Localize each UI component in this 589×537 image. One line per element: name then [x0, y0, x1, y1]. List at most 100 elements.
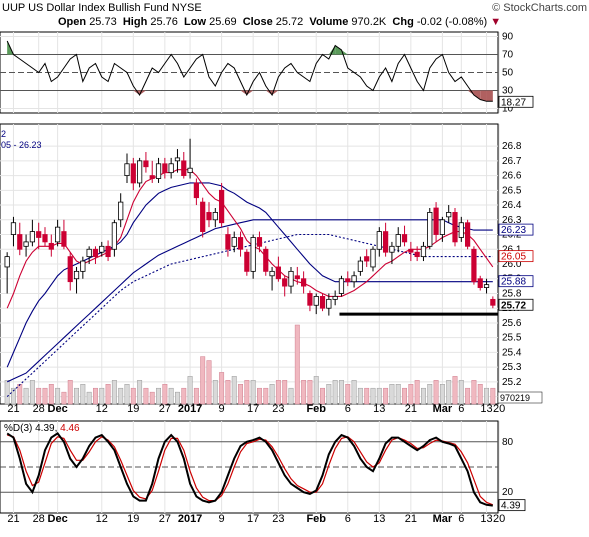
- candle-body: [244, 251, 250, 272]
- x-tick-label: 27: [159, 513, 171, 525]
- candle-body: [36, 231, 42, 238]
- candle-body: [219, 189, 225, 224]
- volume-bar: [250, 380, 256, 405]
- price-tag-label: 25.88: [501, 277, 526, 288]
- volume-bar: [4, 380, 10, 405]
- candle-body: [282, 278, 288, 287]
- volume-bar: [200, 356, 206, 405]
- x-tick-label: 13: [480, 513, 492, 525]
- candle-body: [187, 167, 193, 174]
- volume-bar: [294, 324, 300, 405]
- x-tick-label: 17: [247, 513, 259, 525]
- quote-bar: Open 25.73 High 25.76 Low 25.69 Close 25…: [58, 16, 502, 28]
- volume-bar: [80, 384, 86, 405]
- volume-bar: [357, 387, 363, 405]
- x-tick-label: 17: [247, 403, 259, 415]
- price-legend-2: 05 - 26.23: [1, 140, 42, 150]
- candle-body: [23, 241, 29, 247]
- candle-body: [326, 298, 332, 309]
- volume-bar: [212, 380, 218, 405]
- volume-bar: [74, 387, 79, 405]
- candle-body: [427, 212, 433, 247]
- volume-bar: [332, 380, 338, 405]
- stoch-tag-label: 4.39: [501, 501, 521, 512]
- x-tick-label: Dec: [48, 403, 68, 415]
- rsi-oversold-fill: [265, 90, 273, 95]
- candle-body: [351, 275, 357, 283]
- rsi-tick-label: 10: [502, 104, 514, 115]
- price-tick-label: 26.6: [502, 171, 522, 182]
- volume-bar: [452, 376, 458, 405]
- price-legend-1: 2: [1, 129, 6, 139]
- price-tick-label: 26.0: [502, 259, 522, 270]
- x-tick-label: 6: [345, 513, 351, 525]
- x-tick-label: 13: [373, 513, 385, 525]
- candle-body: [439, 219, 445, 235]
- volume-bar: [433, 380, 439, 405]
- rsi-tick-label: 70: [502, 50, 514, 61]
- volume-bar: [156, 387, 161, 405]
- volume-bar: [244, 380, 250, 405]
- volume-bar: [351, 380, 357, 405]
- volume-bar: [175, 391, 180, 405]
- candle-body: [383, 231, 389, 253]
- volume-bar: [269, 384, 275, 405]
- rsi-tick-label: 30: [502, 86, 514, 97]
- volume-bar: [288, 387, 294, 405]
- x-tick-label: Feb: [306, 403, 326, 415]
- candle-body: [10, 222, 17, 235]
- x-tick-label: 2017: [178, 513, 202, 525]
- candle-body: [67, 256, 73, 283]
- volume-bar: [48, 384, 54, 405]
- ma-mid-line: [6, 182, 493, 368]
- volume-bar: [313, 376, 319, 405]
- volume-bar: [477, 384, 483, 405]
- volume-bar: [118, 387, 124, 405]
- x-tick-label: 9: [219, 403, 225, 415]
- candle-body: [124, 163, 130, 176]
- volume-bar: [93, 387, 98, 405]
- candle-body: [263, 248, 269, 272]
- ma-long-line: [6, 219, 493, 383]
- candle-body: [193, 182, 199, 199]
- candle-body: [111, 222, 117, 250]
- volume-bar: [383, 387, 389, 405]
- price-tick-label: 26.7: [502, 156, 522, 167]
- volume-bar: [61, 391, 67, 405]
- candle-body: [313, 296, 319, 306]
- price-tag-label: 26.23: [501, 225, 526, 236]
- candle-body: [206, 212, 212, 221]
- price-tag-box: [498, 275, 534, 288]
- candle-body: [17, 234, 23, 250]
- volume-bar: [458, 380, 464, 405]
- candle-body: [118, 201, 124, 221]
- x-tick-label: 2017: [178, 403, 202, 415]
- volume-bar: [376, 387, 382, 405]
- chart-title: UUP US Dollar Index Bullish Fund NYSE: [2, 2, 202, 14]
- volume-bar: [105, 384, 111, 405]
- x-tick-label: 21: [7, 403, 19, 415]
- candle-body: [420, 245, 427, 258]
- rsi-line: [6, 40, 493, 102]
- price-tag-box: [498, 250, 534, 263]
- x-tick-label: 6: [458, 513, 464, 525]
- moving-averages: [6, 169, 494, 398]
- volume-bar: [17, 384, 23, 405]
- price-tick-label: 26.4: [502, 200, 522, 211]
- volume-bars: [4, 324, 496, 405]
- candle-body: [401, 234, 408, 243]
- volume-bar: [389, 384, 395, 405]
- candle-body: [42, 234, 48, 243]
- volume-bar: [484, 387, 489, 405]
- candle-body: [458, 222, 464, 238]
- x-tick-label: Dec: [48, 513, 68, 525]
- volume-bar: [370, 387, 376, 405]
- x-tick-label: 12: [96, 403, 108, 415]
- volume-bar: [439, 384, 445, 405]
- candle-body: [357, 260, 363, 272]
- volume-bar: [219, 372, 225, 405]
- candle-body: [155, 163, 162, 179]
- volume-bar: [162, 384, 168, 405]
- volume-bar: [42, 387, 48, 405]
